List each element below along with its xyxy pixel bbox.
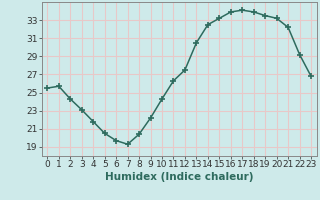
X-axis label: Humidex (Indice chaleur): Humidex (Indice chaleur) [105,172,253,182]
